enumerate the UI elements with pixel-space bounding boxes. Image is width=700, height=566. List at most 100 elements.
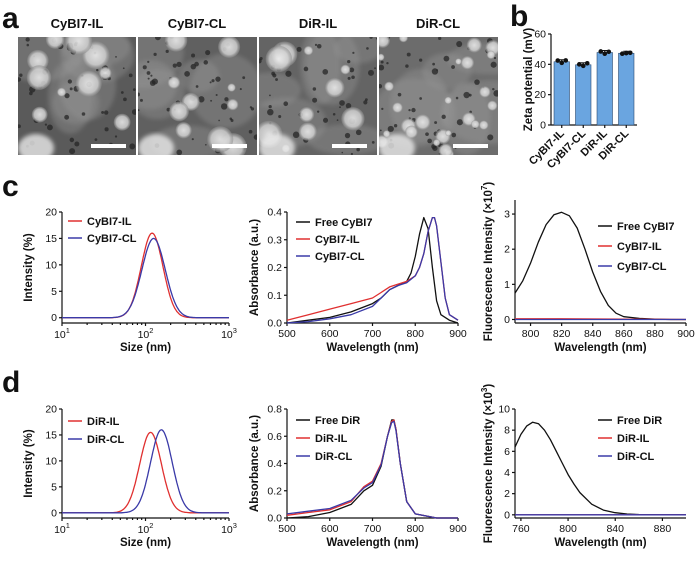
legend-label: CyBI7-IL	[87, 216, 132, 228]
legend-label: CyBI7-CL	[315, 251, 365, 263]
data-point	[555, 58, 561, 63]
y-tick-label: 0.6	[267, 431, 282, 443]
legend-label: CyBI7-CL	[87, 233, 137, 245]
series-line-DiR-CL	[62, 429, 229, 514]
y-axis-label-text: Fluorescence Intensity (×10	[483, 392, 495, 543]
x-tick-label: 820	[553, 328, 571, 340]
panel-letter-c: c	[2, 170, 19, 203]
tem-images	[18, 37, 498, 155]
x-tick-label: 900	[449, 523, 467, 535]
chart-d-fl: 0 2 4 6 8 10 760 800 840 880 Free DiR DiR-IL DiR-CL W…	[480, 384, 686, 549]
panel-letter-d: d	[2, 366, 20, 399]
x-tick-label: 700	[364, 523, 382, 535]
y-axis-label: Intensity (%)	[23, 429, 35, 498]
panel-letter-a: a	[2, 2, 19, 35]
data-point	[619, 51, 625, 57]
bar-CyBI7-CL	[575, 64, 592, 126]
legend-label: DiR-IL	[617, 433, 650, 445]
y-tick-label: 10	[45, 455, 57, 467]
legend-label: DiR-CL	[87, 434, 125, 446]
legend-label: CyBI7-IL	[315, 234, 360, 246]
y-axis-label: Zeta potential (mV)	[523, 28, 535, 132]
y-axis-label: Intensity (%)	[23, 233, 35, 302]
x-tick-label: 900	[677, 328, 695, 340]
x-axis-label: Wavelength (nm)	[554, 537, 646, 549]
x-tick-label: 840	[606, 523, 624, 535]
y-tick-label: 0.4	[267, 207, 282, 219]
y-tick-label: 0.2	[267, 262, 282, 274]
y-tick-label: 10	[498, 404, 510, 416]
y-axis-label: Absorbance (a.u.)	[249, 415, 261, 512]
x-tick-label: 800	[559, 523, 577, 535]
y-tick-label: 0.3	[267, 234, 282, 246]
legend-label: Free DiR	[315, 415, 360, 427]
x-axis-label: Wavelength (nm)	[326, 342, 418, 354]
x-axis-label: Wavelength (nm)	[326, 537, 418, 549]
y-tick-label: 0.8	[267, 404, 282, 416]
y-axis-label-text: Intensity (%)	[23, 429, 35, 498]
x-tick-label: 840	[584, 328, 602, 340]
y-tick-label: 0	[504, 314, 510, 326]
y-tick-label: 40	[534, 59, 546, 71]
tem-title-1: CyBI7-IL	[51, 16, 104, 31]
chart-c-size: 0 5 10 15 20 101 102 103 CyBI7-IL CyBI7-CL Size (n…	[23, 207, 237, 355]
y-tick-label: 0.2	[267, 485, 282, 497]
legend: Free DiR DiR-IL DiR-CL	[598, 415, 662, 463]
scale-bar	[453, 144, 488, 148]
y-axis-label: Absorbance (a.u.)	[249, 219, 261, 316]
bar-DiR-CL	[618, 52, 635, 126]
legend-label: Free CyBI7	[617, 221, 674, 233]
x-tick-label: 880	[654, 523, 672, 535]
tem-image-1	[18, 37, 136, 155]
y-axis-label-text: Intensity (%)	[23, 233, 35, 302]
y-tick-label: 20	[45, 207, 57, 219]
data-point	[623, 50, 629, 56]
chart-zeta-potential: 0204060CyBI7-ILCyBI7-CLDiR-ILDiR-CLZeta …	[523, 28, 637, 171]
x-tick-label: 880	[646, 328, 664, 340]
tem-image-2	[138, 37, 257, 155]
scale-bar	[332, 144, 367, 148]
y-tick-label: 5	[51, 481, 57, 493]
x-tick-label: 103	[221, 521, 237, 536]
x-tick-label: 760	[512, 523, 530, 535]
y-tick-label: 2	[504, 244, 510, 256]
y-axis-label: Fluorescence Intensity (×107)	[480, 182, 495, 342]
data-point	[584, 60, 590, 66]
data-point	[627, 50, 633, 56]
x-tick-label: 600	[321, 328, 339, 340]
y-tick-label: 10	[45, 259, 57, 271]
y-tick-label: 0.0	[267, 513, 282, 525]
x-tick-label: 101	[54, 326, 70, 341]
x-axis-label: Wavelength (nm)	[554, 342, 646, 354]
data-point	[602, 51, 608, 57]
y-tick-label: 0	[51, 312, 57, 324]
y-axis-label-exponent: 7	[480, 185, 489, 190]
charts: 0204060CyBI7-ILCyBI7-CLDiR-ILDiR-CLZeta …	[23, 28, 695, 549]
legend: Free CyBI7 CyBI7-IL CyBI7-CL	[296, 217, 372, 263]
legend: CyBI7-IL CyBI7-CL	[68, 216, 137, 245]
bar-CyBI7-IL	[553, 61, 570, 126]
x-tick-label: 102	[138, 521, 154, 536]
tem-title-4: DiR-CL	[416, 16, 460, 31]
chart-c-fl: 0 1 2 3 800 820 840 860 880 900 Free CyBI7 CyBI7-IL…	[480, 182, 695, 354]
tem-title-3: DiR-IL	[299, 16, 337, 31]
panel-letter-b: b	[510, 0, 528, 33]
chart-c-abs: 0.0 0.1 0.2 0.3 0.4 500 600 700 800 900 Free CyBI7…	[249, 207, 467, 355]
legend: DiR-IL DiR-CL	[68, 416, 125, 446]
legend-label: DiR-IL	[87, 416, 120, 428]
data-point	[576, 62, 582, 67]
legend-label: Free CyBI7	[315, 217, 372, 229]
x-tick-label: 900	[449, 328, 467, 340]
series-line-Free CyBI7	[286, 216, 459, 324]
y-tick-label: 15	[45, 233, 57, 245]
data-point	[559, 60, 565, 66]
y-axis-label-exponent: 3	[480, 387, 489, 392]
legend-label: DiR-CL	[617, 451, 655, 463]
legend-label: CyBI7-CL	[617, 261, 667, 273]
x-tick-label: 500	[278, 328, 296, 340]
y-axis-label-text: Absorbance (a.u.)	[249, 219, 261, 316]
y-tick-label: 1	[504, 279, 510, 291]
y-axis-label-text: Absorbance (a.u.)	[249, 415, 261, 512]
legend-label: Free DiR	[617, 415, 662, 427]
